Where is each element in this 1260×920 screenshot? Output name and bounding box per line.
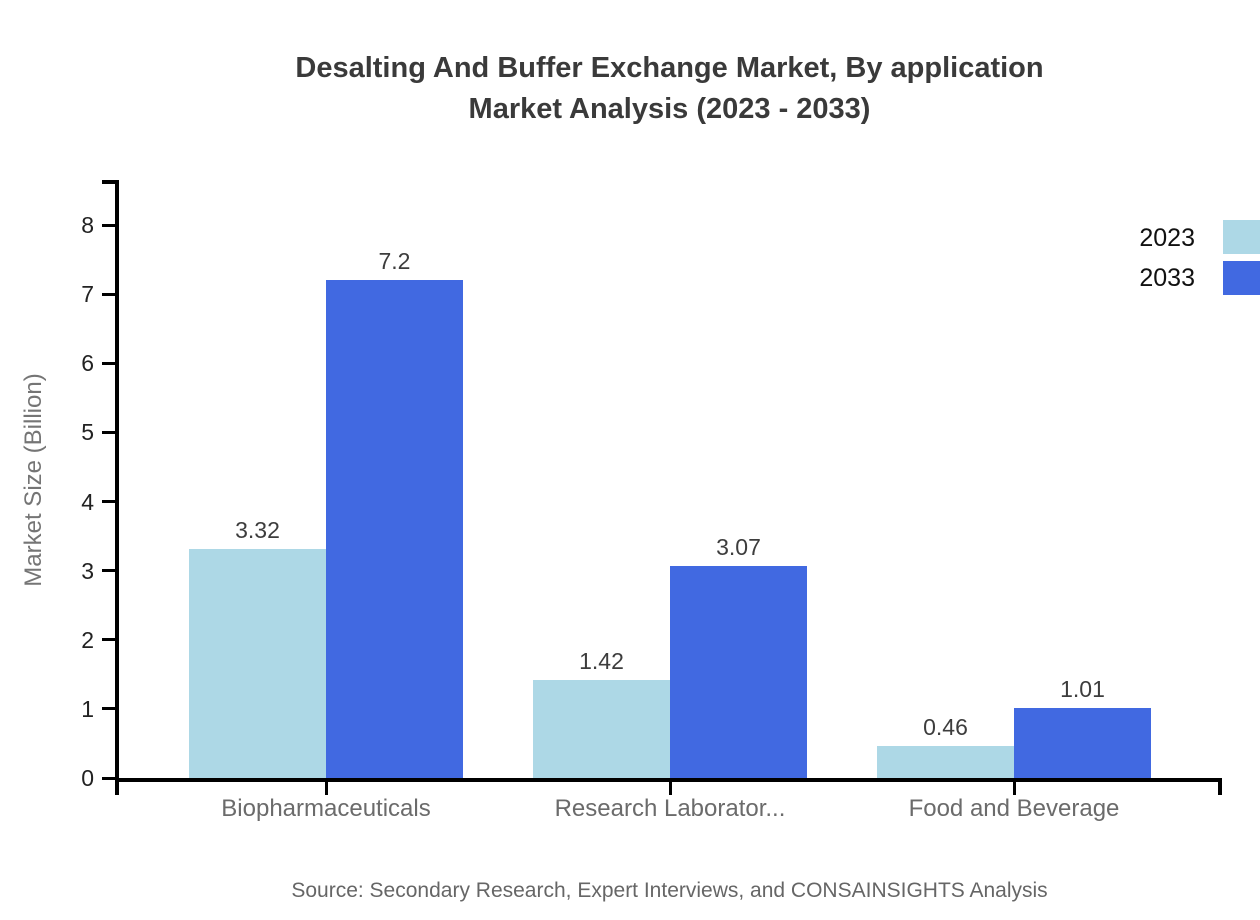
bar-value-label: 1.01 <box>1060 676 1105 702</box>
y-tick-mark <box>102 223 115 227</box>
chart-title: Desalting And Buffer Exchange Market, By… <box>117 48 1222 130</box>
y-tick-mark <box>102 707 115 711</box>
legend-label-2023: 2023 <box>1139 224 1195 252</box>
y-tick-mark <box>102 569 115 573</box>
x-tick-mark <box>668 782 672 795</box>
x-category-label: Research Laborator... <box>554 795 786 822</box>
chart-title-line1: Desalting And Buffer Exchange Market, By… <box>295 52 1044 84</box>
y-tick-mark <box>102 292 115 296</box>
bar-value-label: 7.2 <box>378 248 411 274</box>
y-tick-label: 5 <box>81 419 94 446</box>
y-tick-mark <box>102 500 115 503</box>
y-tick-label: 3 <box>81 557 94 584</box>
bar-2023-1 <box>189 549 326 778</box>
y-tick-label: 2 <box>81 626 94 653</box>
bar-2023-3 <box>877 746 1014 778</box>
bar-2033-3 <box>1014 708 1151 778</box>
bar-value-label: 3.07 <box>716 534 761 560</box>
source-attribution: Source: Secondary Research, Expert Inter… <box>291 879 1048 902</box>
y-tick-mark <box>102 776 115 780</box>
legend-swatch-2033 <box>1223 261 1260 295</box>
x-tick-mark <box>324 782 328 795</box>
y-axis-line <box>115 180 119 795</box>
y-tick-mark <box>102 361 115 365</box>
y-tick-label: 6 <box>81 350 94 377</box>
x-axis-right-cap <box>1218 778 1222 795</box>
y-tick-label: 8 <box>81 212 94 238</box>
legend-label-2033: 2033 <box>1139 264 1195 292</box>
x-axis-line <box>115 778 1222 782</box>
bar-value-label: 0.46 <box>923 714 968 740</box>
bar-value-label: 3.32 <box>235 517 280 543</box>
x-category-label: Food and Beverage <box>908 795 1120 822</box>
bar-2033-2 <box>670 566 807 778</box>
x-category-label: Biopharmaceuticals <box>221 795 431 822</box>
y-tick-label: 1 <box>81 695 94 722</box>
bar-2023-2 <box>533 680 670 778</box>
x-tick-mark <box>1012 782 1016 795</box>
y-tick-label: 4 <box>81 488 94 515</box>
y-tick-label: 7 <box>81 281 94 308</box>
chart-title-line2: Market Analysis (2023 - 2033) <box>468 93 871 125</box>
y-tick-mark <box>102 638 115 642</box>
y-tick-mark <box>102 430 115 434</box>
y-tick-label: 0 <box>81 765 94 791</box>
bar-2033-1 <box>326 280 463 778</box>
legend-swatch-2023 <box>1223 220 1260 254</box>
bar-value-label: 1.42 <box>579 648 624 674</box>
y-axis-top-cap <box>102 180 119 184</box>
